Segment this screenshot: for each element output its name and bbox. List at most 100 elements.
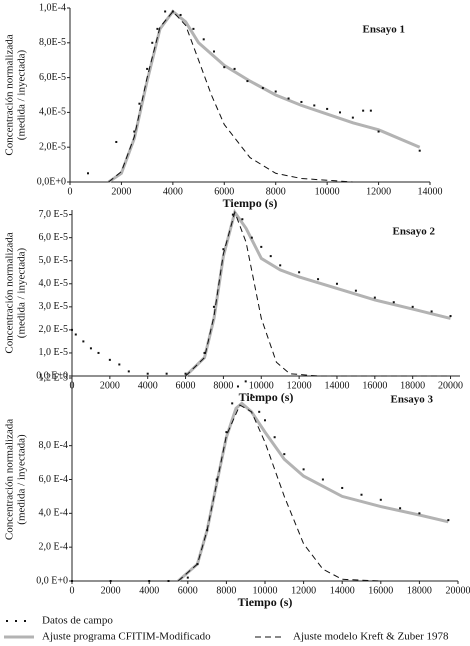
data-point (369, 109, 372, 112)
data-point (148, 580, 151, 582)
data-point (273, 436, 276, 439)
data-point (179, 13, 182, 16)
data-point (213, 50, 215, 53)
model-line (185, 210, 451, 377)
data-point (192, 27, 195, 30)
x-tick-label: 18000 (407, 585, 432, 596)
x-tick-label: 0 (68, 186, 73, 197)
data-point (373, 296, 376, 299)
data-point (244, 380, 247, 383)
data-point (339, 111, 341, 114)
data-point (146, 67, 149, 70)
annotation: Ensayo 2 (393, 226, 436, 238)
x-tick-label: 2000 (100, 380, 120, 391)
x-tick-label: 12000 (291, 585, 316, 596)
y-tick-label: 0,0 E+0 (36, 575, 68, 586)
fit-line (184, 208, 451, 378)
data-point (206, 529, 209, 532)
y-tick-label: 5,0 E-5 (39, 255, 68, 266)
x-tick-label: 18000 (400, 380, 425, 391)
data-point (138, 102, 141, 105)
x-tick-label: 6000 (214, 186, 234, 197)
data-point (335, 282, 338, 285)
x-tick-label: 4000 (139, 585, 159, 596)
y-tick-label: 2,0 E-5 (39, 324, 68, 335)
y-axis-label: (medida / inyectada) (16, 49, 28, 140)
y-tick-label: 3,0 E-5 (39, 301, 68, 312)
annotation: Ensayo 1 (363, 24, 406, 36)
data-point (379, 498, 382, 501)
x-tick-label: 2000 (101, 585, 121, 596)
x-tick-label: 10000 (253, 585, 278, 596)
data-point (184, 372, 187, 375)
y-tick-label: 4,0 E-4 (39, 508, 68, 519)
x-tick-label: 14000 (330, 585, 355, 596)
data-point (287, 97, 290, 100)
data-point (74, 333, 77, 336)
data-point (360, 493, 363, 496)
data-point (222, 248, 225, 251)
y-tick-label: 1,2 E-3 (39, 372, 68, 383)
x-tick-label: 12000 (366, 186, 391, 197)
data-point (241, 218, 244, 221)
x-tick-label: 16000 (368, 585, 393, 596)
data-point (351, 116, 354, 119)
data-point (186, 576, 189, 579)
data-point (196, 563, 199, 566)
data-point (341, 486, 344, 489)
legend-label: Ajuste programa CFITIM-Modificado (42, 631, 211, 643)
x-tick-label: 8000 (266, 186, 286, 197)
x-tick-label: 16000 (362, 380, 387, 391)
data-point (250, 236, 253, 239)
data-point (233, 67, 236, 70)
data-point (269, 255, 272, 258)
y-axis-label: Concentración normalizada (4, 419, 16, 540)
data-point (236, 385, 239, 388)
data-point (212, 305, 215, 308)
data-point (171, 10, 174, 13)
data-point (231, 213, 234, 216)
y-tick-label: 6,0 E-4 (39, 474, 68, 485)
data-point (71, 580, 73, 582)
x-tick-label: 14000 (418, 186, 443, 197)
data-point (165, 372, 168, 375)
annotation: Ensayo 3 (391, 394, 434, 406)
x-tick-label: 8000 (216, 585, 236, 596)
x-tick-label: 4000 (163, 186, 183, 197)
x-tick-label: 2000 (111, 186, 131, 197)
data-point (260, 245, 263, 248)
data-point (71, 328, 73, 331)
data-point (326, 107, 329, 110)
data-point (133, 130, 136, 133)
data-point (89, 347, 92, 350)
y-tick-label: 8,0 E-4 (39, 440, 68, 451)
data-point (354, 289, 357, 292)
y-tick-label: 8,0E-5 (39, 37, 66, 48)
data-point (127, 370, 130, 373)
data-point (246, 80, 249, 83)
x-tick-label: 20000 (438, 380, 463, 391)
y-tick-label: 0,0E+0 (37, 176, 66, 187)
data-point (97, 351, 100, 354)
x-tick-label: 10000 (249, 380, 274, 391)
legend-marker (24, 620, 26, 622)
data-point (258, 410, 261, 413)
data-point (215, 478, 218, 481)
legend-marker (15, 620, 17, 622)
data-point (156, 27, 159, 30)
data-point (298, 271, 301, 274)
x-tick-label: 20000 (446, 585, 470, 596)
data-point (302, 468, 305, 471)
data-point (109, 580, 112, 582)
data-point (377, 130, 380, 133)
data-point (167, 580, 170, 582)
y-tick-label: 4,0 E-5 (39, 278, 68, 289)
data-point (87, 172, 89, 175)
data-point (300, 100, 303, 103)
data-point (146, 372, 149, 375)
data-point (279, 264, 282, 267)
data-point (399, 507, 402, 510)
data-point (264, 419, 266, 422)
